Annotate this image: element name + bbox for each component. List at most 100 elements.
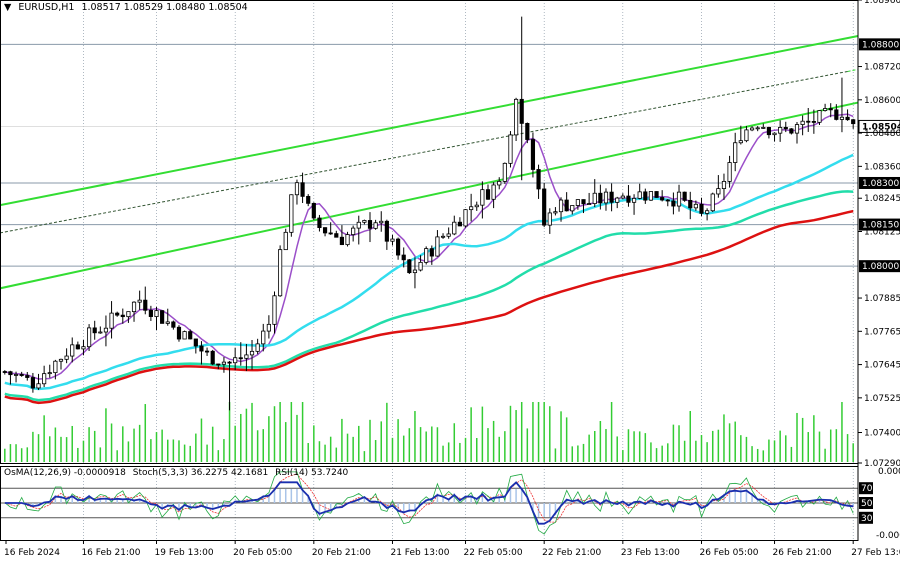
candle-body — [604, 192, 607, 203]
candle-body — [380, 221, 383, 222]
level-label: 1.08800 — [862, 40, 899, 50]
candle-body — [621, 196, 624, 198]
candle-body — [31, 378, 34, 388]
candle-body — [65, 356, 68, 359]
x-tick-label: 20 Feb 05:00 — [233, 548, 292, 558]
candle-body — [239, 358, 242, 359]
candle-body — [756, 128, 759, 129]
level-label: 1.08000 — [862, 262, 899, 272]
candle-body — [42, 374, 45, 384]
candle-body — [823, 109, 826, 111]
candle-body — [441, 236, 444, 237]
channel-middle-line — [0, 71, 848, 232]
candle-body — [694, 204, 697, 208]
candle-body — [82, 347, 85, 349]
candle-body — [745, 130, 748, 141]
candle-body — [717, 189, 720, 194]
x-tick-label: 16 Feb 2024 — [4, 548, 60, 558]
x-tick-label: 27 Feb 13:00 — [851, 548, 900, 558]
candle-body — [329, 233, 332, 234]
candle-body — [722, 181, 725, 188]
candle-body — [132, 302, 135, 311]
candle-body — [593, 193, 596, 203]
y-tick-label: 1.07290 — [864, 459, 900, 469]
candle-body — [87, 328, 90, 347]
candle-body — [413, 270, 416, 273]
candle-body — [363, 220, 366, 222]
x-tick-label: 16 Feb 21:00 — [81, 548, 140, 558]
candle-body — [537, 169, 540, 188]
candle-body — [273, 296, 276, 325]
y-tick-label: 1.08600 — [864, 96, 900, 106]
candle-body — [582, 200, 585, 204]
candle-body — [790, 129, 793, 133]
candle-body — [705, 211, 708, 214]
candle-body — [177, 327, 180, 339]
candle-body — [486, 190, 489, 200]
candle-body — [37, 384, 40, 388]
candle-body — [155, 311, 158, 317]
ohlc-values: 1.08517 1.08529 1.08480 1.08504 — [81, 2, 247, 13]
candle-body — [54, 361, 57, 372]
candle-body — [267, 324, 270, 331]
candle-body — [351, 228, 354, 234]
y-tick-label: 1.07645 — [864, 361, 900, 371]
candle-body — [290, 195, 293, 233]
candle-body — [649, 192, 652, 201]
candle-body — [391, 239, 394, 241]
candle-body — [818, 111, 821, 123]
candle-body — [784, 127, 787, 128]
candle-body — [677, 192, 680, 206]
candle-body — [852, 120, 855, 124]
candle-body — [3, 372, 6, 373]
candle-body — [374, 223, 377, 229]
candle-body — [26, 376, 29, 378]
grid-lines — [83, 0, 853, 540]
candle-body — [284, 232, 287, 249]
y-tick-label: 1.08720 — [864, 63, 900, 73]
y-tick-label: 1.08245 — [864, 194, 900, 204]
candle-body — [408, 260, 411, 273]
candle-body — [222, 362, 225, 364]
candle-body — [385, 221, 388, 241]
candle-body — [616, 198, 619, 202]
candle-body — [447, 234, 450, 236]
candle-body — [762, 127, 765, 128]
candle-body — [110, 313, 113, 328]
candle-body — [278, 250, 281, 296]
price-pane-border — [1, 1, 859, 464]
ma-100-line — [5, 191, 853, 400]
x-tick-label: 22 Feb 21:00 — [542, 548, 601, 558]
candle-body — [672, 201, 675, 206]
candle-body — [571, 205, 574, 210]
x-tick-label: 19 Feb 13:00 — [155, 548, 214, 558]
candle-body — [233, 358, 236, 363]
symbol-menu-icon[interactable]: ▼ — [4, 2, 11, 13]
candle-body — [548, 213, 551, 225]
candle-body — [689, 200, 692, 207]
y-tick-label: 1.07400 — [864, 429, 900, 439]
candlesticks — [3, 17, 855, 411]
candle-body — [587, 204, 590, 205]
candle-body — [104, 328, 107, 332]
candle-body — [734, 143, 737, 163]
x-tick-label: 20 Feb 21:00 — [312, 548, 371, 558]
candle-body — [835, 110, 838, 120]
candle-body — [767, 127, 770, 134]
candle-body — [312, 203, 315, 218]
candle-body — [430, 249, 433, 256]
candle-body — [700, 204, 703, 213]
candle-body — [20, 374, 23, 375]
candle-body — [217, 364, 220, 365]
candle-body — [149, 310, 152, 316]
candle-body — [683, 192, 686, 200]
y-tick-label: 1.07765 — [864, 327, 900, 337]
candle-body — [453, 222, 456, 234]
indicator-level-label: 70 — [861, 484, 873, 494]
candle-body — [644, 192, 647, 200]
candle-body — [475, 205, 478, 207]
candle-body — [778, 127, 781, 133]
candle-body — [144, 300, 147, 310]
candle-body — [402, 255, 405, 260]
symbol-timeframe: EURUSD,H1 — [18, 2, 74, 13]
